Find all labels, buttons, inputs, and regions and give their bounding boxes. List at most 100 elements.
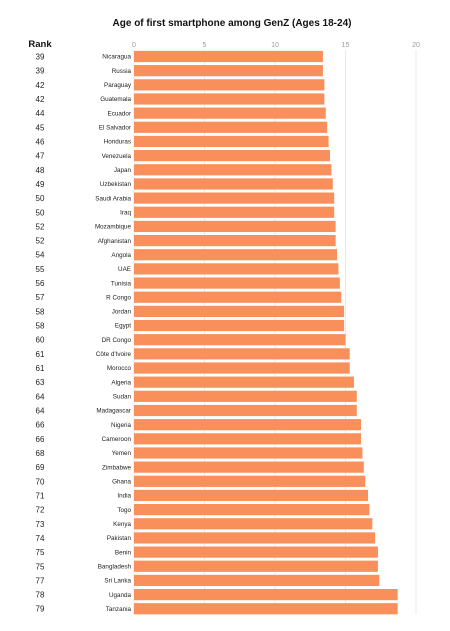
category-label: Angola: [111, 252, 131, 259]
bar: [134, 277, 340, 289]
x-tick-label: 10: [271, 42, 279, 49]
bar: [134, 263, 339, 275]
category-label: Kenya: [113, 521, 131, 528]
category-label: Togo: [117, 507, 131, 514]
rank-label: 66: [36, 421, 45, 430]
bar: [134, 121, 328, 133]
rank-label: 71: [36, 491, 45, 500]
category-label: Jordan: [112, 309, 132, 316]
rank-label: 58: [36, 307, 45, 316]
rank-label: 50: [36, 208, 45, 217]
rank-label: 57: [36, 293, 45, 302]
bar: [134, 518, 373, 530]
category-label: Algeria: [111, 379, 131, 386]
bar: [134, 50, 323, 63]
bar: [134, 504, 370, 516]
gridlines: [133, 50, 417, 614]
bar: [134, 65, 323, 77]
category-label: Paraguay: [104, 82, 132, 89]
category-label: Ghana: [112, 479, 131, 486]
rank-label: 61: [36, 364, 45, 373]
rank-column-header: Rank: [28, 39, 52, 50]
rank-label: 75: [36, 562, 45, 571]
chart-title: Age of first smartphone among GenZ (Ages…: [113, 18, 352, 29]
category-label: UAE: [118, 266, 131, 273]
rank-label: 73: [36, 520, 45, 529]
category-label: Afghanistan: [98, 238, 132, 245]
bar: [134, 390, 357, 402]
bar: [134, 319, 345, 332]
category-label: Ecuador: [108, 110, 131, 117]
bar: [134, 334, 346, 346]
category-label: R Congo: [106, 294, 131, 301]
rank-label: 39: [36, 53, 45, 62]
rank-labels: 39 39 42 42 44 45 46 47 48 49 50 50 52 52 54 55 56 57 58 58…: [36, 53, 45, 614]
bar: [134, 192, 335, 204]
bar: [134, 150, 330, 162]
rank-label: 75: [36, 548, 45, 557]
category-label: Iraq: [120, 209, 131, 216]
bar: [134, 234, 336, 247]
category-label: Madagascar: [96, 408, 131, 415]
category-label: Nigeria: [111, 422, 131, 429]
category-labels: Nicaragua Russia Paraguay Guatemala Ecuador E…: [95, 54, 132, 613]
x-tick-label: 15: [342, 42, 350, 49]
rank-label: 68: [36, 449, 45, 458]
rank-label: 74: [36, 534, 45, 543]
rank-label: 48: [36, 166, 45, 175]
category-label: Uganda: [109, 592, 132, 599]
rank-label: 46: [36, 137, 45, 146]
category-label: Egypt: [115, 323, 131, 330]
category-label: Cameroon: [102, 436, 132, 443]
category-label: Guatemala: [100, 96, 131, 103]
rank-label: 64: [36, 407, 45, 416]
rank-label: 50: [36, 194, 45, 203]
bar: [134, 574, 380, 587]
bar: [134, 376, 354, 388]
bar: [134, 419, 362, 431]
x-tick-label: 20: [412, 42, 420, 49]
bar: [134, 433, 362, 445]
rank-label: 60: [36, 336, 45, 345]
bar: [134, 348, 350, 360]
bar: [134, 291, 342, 303]
category-label: Nicaragua: [102, 54, 131, 61]
rank-label: 42: [36, 81, 45, 90]
rank-label: 49: [36, 180, 45, 189]
category-label: Zimbabwe: [102, 464, 132, 471]
bar: [134, 560, 378, 572]
bar: [134, 546, 378, 558]
rank-label: 77: [36, 576, 45, 585]
rank-label: 69: [36, 463, 45, 472]
bar: [134, 532, 376, 544]
bar: [134, 164, 332, 176]
category-label: Tanzania: [106, 606, 132, 613]
rank-label: 39: [36, 67, 45, 76]
bars: [134, 50, 398, 615]
rank-label: 55: [36, 265, 45, 274]
rank-label: 72: [36, 506, 45, 515]
rank-label: 56: [36, 279, 45, 288]
bar: [134, 362, 350, 374]
category-label: Venezuela: [102, 153, 132, 160]
rank-label: 58: [36, 322, 45, 331]
rank-label: 64: [36, 392, 45, 401]
category-label: India: [117, 493, 131, 500]
category-label: Japan: [114, 167, 132, 174]
bar: [134, 178, 333, 190]
category-label: Saudi Arabia: [95, 195, 131, 202]
x-tick-label: 5: [203, 42, 207, 49]
rank-label: 70: [36, 477, 45, 486]
bar: [134, 305, 345, 317]
category-label: Tunisia: [111, 280, 132, 287]
rank-label: 52: [36, 237, 45, 246]
rank-label: 79: [36, 605, 45, 614]
bar: [134, 220, 336, 233]
category-label: Sri Lanka: [104, 578, 131, 585]
bar: [134, 93, 325, 105]
category-label: El Salvador: [99, 125, 131, 132]
category-label: Côte d'Ivoire: [96, 351, 132, 358]
bar: [134, 603, 398, 615]
x-axis-ticks: 0 5 10 15 20: [132, 42, 420, 49]
